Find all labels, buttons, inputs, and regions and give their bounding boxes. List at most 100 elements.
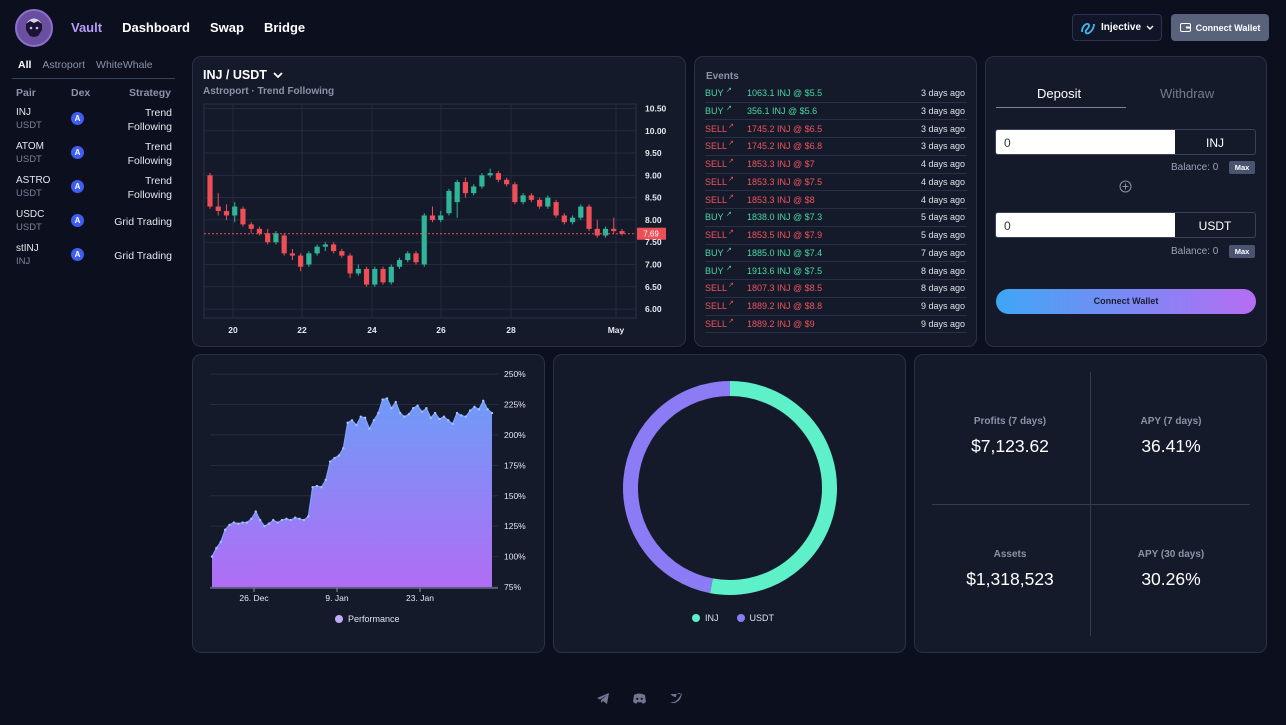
donut-slice-usdt[interactable] [623, 381, 731, 594]
col-dex-header: Dex [71, 87, 91, 99]
inj-unit-label: INJ [1206, 136, 1224, 150]
x-tick-label: 26 [436, 325, 446, 335]
candle-body [611, 228, 617, 232]
external-link-icon[interactable]: ↗ [728, 300, 734, 307]
nav-vault[interactable]: Vault [71, 20, 103, 35]
events-title: Events [706, 71, 739, 82]
external-link-icon[interactable]: ↗ [728, 193, 734, 201]
event-row[interactable]: SELL ↗ 1853.3 INJ @ $7 4 days ago [705, 156, 967, 174]
network-selector[interactable]: Injective [1072, 14, 1162, 41]
performance-point [398, 411, 402, 415]
usdt-max-button[interactable]: Max [1229, 245, 1255, 258]
candle-body [355, 268, 361, 274]
performance-legend[interactable]: Performance [335, 614, 400, 624]
event-row[interactable]: SELL ↗ 1889.2 INJ @ $9 9 days ago [705, 316, 967, 334]
performance-point [372, 419, 376, 422]
external-link-icon[interactable]: ↗ [728, 158, 734, 165]
nav-dashboard[interactable]: Dashboard [122, 20, 190, 35]
event-time: 3 days ago [920, 105, 965, 116]
pair-base: ASTRO [16, 175, 51, 186]
app-logo[interactable] [15, 9, 53, 47]
price-chart[interactable]: 10.50 10.00 9.50 9.00 8.50 8.00 7.50 7.00 6.50 6.… [200, 100, 670, 340]
external-link-icon[interactable]: ↗ [728, 140, 734, 148]
nav-swap[interactable]: Swap [209, 20, 244, 35]
external-link-icon[interactable]: ↗ [728, 282, 734, 290]
legend-label: Performance [348, 614, 400, 624]
performance-point [403, 415, 406, 418]
external-link-icon[interactable]: ↗ [728, 317, 734, 325]
external-link-icon[interactable]: ↗ [728, 175, 734, 183]
event-row[interactable]: SELL ↗ 1807.3 INJ @ $8.5 8 days ago [705, 280, 967, 298]
event-row[interactable]: BUY ↗ 1885.0 INJ @ $7.4 7 days ago [705, 245, 967, 263]
legend-label-inj[interactable]: INJ [705, 613, 719, 623]
col-strategy-header: Strategy [129, 87, 172, 99]
external-link-icon[interactable]: ↗ [728, 229, 734, 236]
event-time: 9 days ago [920, 301, 965, 311]
allocation-donut[interactable] [620, 378, 840, 598]
tab-all[interactable]: All [18, 59, 32, 71]
pair-quote: USDT [16, 188, 42, 199]
performance-point [482, 399, 485, 403]
event-side: SELL [705, 194, 728, 205]
tab-whitewhale[interactable]: WhiteWhale [96, 59, 153, 71]
candle-body [314, 246, 320, 254]
event-row[interactable]: BUY ↗ 1063.1 INJ @ $5.5 3 days ago [705, 85, 967, 103]
tab-astroport[interactable]: Astroport [42, 59, 86, 71]
telegram-icon[interactable] [596, 692, 610, 705]
performance-point [285, 517, 288, 521]
event-side: SELL [705, 283, 728, 294]
deposit-connect-wallet-button[interactable]: Connect Wallet [996, 289, 1256, 314]
external-link-icon[interactable]: ↗ [726, 211, 732, 219]
candle-body [504, 179, 510, 185]
event-row[interactable]: SELL ↗ 1745.2 INJ @ $6.8 3 days ago [705, 138, 967, 156]
candle-body [586, 206, 592, 229]
event-row[interactable]: BUY ↗ 1913.6 INJ @ $7.5 8 days ago [705, 263, 967, 281]
performance-chart[interactable]: 250% 225% 200% 175% 150% 125% 100% 75% 26. Dec 9.… [200, 364, 540, 609]
performance-point [250, 517, 253, 521]
tab-deposit[interactable]: Deposit [1037, 86, 1082, 101]
vault-row[interactable]: ASTRO USDT A Trend Following [16, 175, 172, 207]
event-row[interactable]: SELL ↗ 1853.5 INJ @ $7.9 5 days ago [705, 227, 967, 245]
event-side: SELL [705, 159, 728, 169]
event-amount: 1807.3 INJ @ $8.5 [747, 283, 823, 294]
discord-icon[interactable] [632, 692, 647, 705]
inj-amount-input[interactable]: 0 [996, 130, 1175, 154]
usdt-amount-input[interactable]: 0 [996, 213, 1175, 237]
candle-body [347, 255, 353, 274]
event-time: 4 days ago [920, 194, 965, 205]
performance-point [425, 406, 428, 410]
event-row[interactable]: SELL ↗ 1889.2 INJ @ $8.8 9 days ago [705, 298, 967, 316]
event-row[interactable]: BUY ↗ 1838.0 INJ @ $7.3 5 days ago [705, 209, 967, 227]
event-amount: 1853.3 INJ @ $8 [747, 194, 815, 205]
twitter-icon[interactable] [669, 692, 683, 704]
event-row[interactable]: SELL ↗ 1853.3 INJ @ $8 4 days ago [705, 192, 967, 210]
external-link-icon[interactable]: ↗ [726, 87, 732, 94]
vault-row[interactable]: USDC USDT A Grid Trading [16, 209, 172, 241]
pair-base: stINJ [16, 243, 39, 254]
candle-body [207, 175, 213, 207]
external-link-icon[interactable]: ↗ [726, 264, 732, 272]
donut-slice-inj[interactable] [709, 381, 837, 595]
vault-row[interactable]: stINJ INJ A Grid Trading [16, 243, 172, 275]
nav-bridge[interactable]: Bridge [263, 20, 306, 35]
legend-label-usdt[interactable]: USDT [749, 613, 775, 623]
external-link-icon[interactable]: ↗ [726, 246, 732, 254]
donut-legend: INJ USDT [692, 613, 774, 623]
event-row[interactable]: SELL ↗ 1853.3 INJ @ $7.5 4 days ago [705, 174, 967, 192]
candle-body [569, 217, 576, 223]
external-link-icon[interactable]: ↗ [728, 122, 734, 130]
tab-withdraw[interactable]: Withdraw [1160, 86, 1215, 101]
inj-amount-field[interactable]: 0 INJ [995, 129, 1256, 155]
pair-base: ATOM [16, 141, 44, 152]
performance-point [477, 408, 481, 411]
vault-row[interactable]: INJ USDT A Trend Following [16, 107, 172, 139]
vault-row[interactable]: ATOM USDT A Trend Following [16, 141, 172, 173]
external-link-icon[interactable]: ↗ [726, 104, 732, 112]
stat-value: 30.26% [1141, 569, 1201, 589]
event-row[interactable]: BUY ↗ 356.1 INJ @ $5.6 3 days ago [705, 103, 967, 121]
pair-selector[interactable]: INJ / USDT [203, 68, 283, 82]
usdt-amount-field[interactable]: 0 USDT [995, 212, 1256, 238]
inj-max-button[interactable]: Max [1229, 161, 1255, 174]
connect-wallet-button[interactable]: Connect Wallet [1171, 14, 1269, 41]
event-row[interactable]: SELL ↗ 1745.2 INJ @ $6.5 3 days ago [705, 121, 967, 139]
